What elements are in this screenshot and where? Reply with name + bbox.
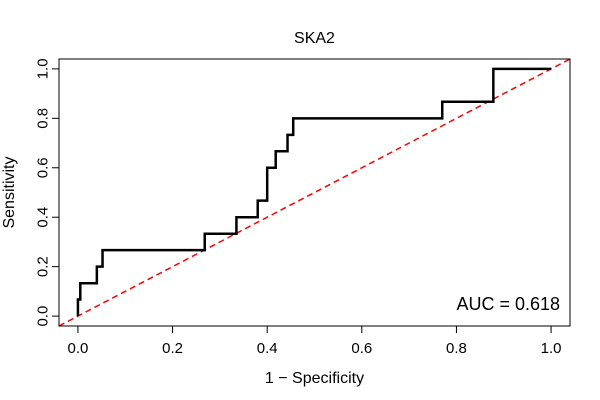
x-axis-label: 1 − Specificity xyxy=(265,370,364,387)
y-tick-label: 0.4 xyxy=(34,207,51,228)
x-tick-label: 0.2 xyxy=(162,340,183,357)
y-axis: 0.0 0.2 0.4 0.6 0.8 1.0 xyxy=(34,58,59,327)
x-tick-label: 0.8 xyxy=(446,340,467,357)
x-tick-label: 0.6 xyxy=(351,340,372,357)
roc-curve-layer xyxy=(76,67,552,317)
auc-annotation: AUC = 0.618 xyxy=(456,294,560,314)
chart-title: SKA2 xyxy=(294,30,335,47)
x-tick-label: 0.0 xyxy=(67,340,88,357)
y-tick-label: 0.8 xyxy=(34,108,51,129)
chance-line-layer xyxy=(58,58,571,327)
y-tick-label: 0.0 xyxy=(34,306,51,327)
x-tick-label: 1.0 xyxy=(541,340,562,357)
chance-diagonal-line xyxy=(58,58,571,327)
y-tick-label: 0.2 xyxy=(34,256,51,277)
y-axis-label: Sensitivity xyxy=(1,156,18,228)
x-tick-label: 0.4 xyxy=(257,340,278,357)
x-axis: 0.0 0.2 0.4 0.6 0.8 1.0 xyxy=(67,326,562,357)
y-tick-label: 1.0 xyxy=(34,58,51,79)
roc-curve-line xyxy=(76,67,552,317)
plot-frame xyxy=(58,58,571,327)
y-tick-label: 0.6 xyxy=(34,157,51,178)
